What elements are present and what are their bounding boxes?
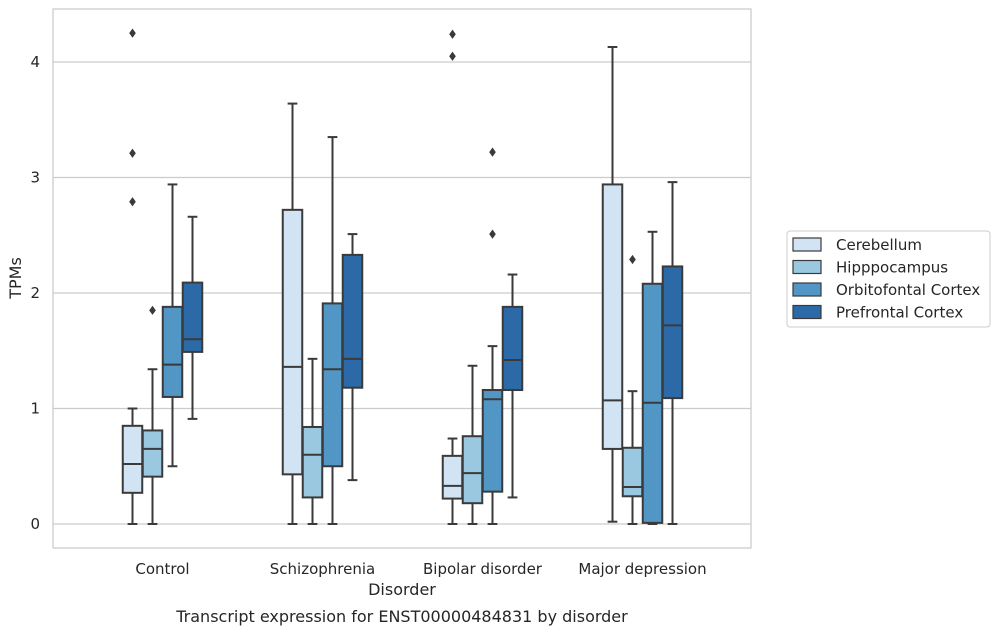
box-group: [301, 357, 324, 525]
box-group: [621, 254, 644, 525]
box-iqr: [601, 183, 624, 450]
x-tick-label: Major depression: [578, 560, 706, 578]
legend-label: Prefrontal Cortex: [836, 304, 963, 322]
x-axis-title: Disorder: [368, 580, 436, 599]
box-group: [281, 102, 304, 525]
box-iqr: [501, 305, 524, 392]
y-tick-label: 3: [30, 169, 40, 187]
outlier-point: [449, 51, 456, 61]
box-group: [661, 181, 684, 525]
box-group: [121, 28, 144, 525]
y-tick-labels: 0 1 2 3 4: [30, 53, 40, 533]
box-iqr: [441, 454, 464, 500]
legend-swatch: [792, 282, 822, 297]
y-tick-label: 4: [30, 53, 40, 71]
box-iqr: [161, 305, 184, 398]
boxes: [121, 28, 684, 525]
box-group: [341, 233, 364, 482]
legend-label: Orbitofontal Cortex: [836, 281, 980, 299]
y-tick-label: 1: [30, 400, 40, 418]
chart-caption: Transcript expression for ENST0000048483…: [175, 607, 628, 626]
x-tick-label: Control: [135, 560, 189, 578]
box-iqr: [141, 429, 164, 478]
box-iqr: [301, 425, 324, 499]
legend-label: Hipppocampus: [836, 259, 948, 277]
box-iqr: [661, 265, 684, 400]
box-group: [181, 215, 204, 420]
legend-swatch: [792, 304, 822, 320]
outlier-point: [129, 28, 136, 38]
outlier-point: [129, 148, 136, 158]
legend-label: Cerebellum: [836, 236, 922, 254]
box-group: [321, 136, 344, 525]
box-group: [461, 364, 484, 525]
box-iqr: [481, 389, 504, 493]
outlier-point: [129, 197, 136, 207]
box-iqr: [121, 424, 144, 494]
legend: Cerebellum Hipppocampus Orbitofontal Corte…: [786, 230, 991, 328]
box-group: [161, 183, 184, 468]
legend-swatch: [792, 259, 822, 275]
box-group: [501, 273, 524, 499]
x-tick-labels: Control Schizophrenia Bipolar disorder Majo…: [135, 560, 706, 578]
box-iqr: [461, 435, 484, 505]
plot-area-frame: [52, 8, 752, 549]
box-group: [641, 230, 664, 525]
y-tick-label: 2: [30, 284, 40, 302]
x-tick-label: Bipolar disorder: [423, 560, 543, 578]
box-group: [601, 45, 624, 523]
box-group: [141, 305, 164, 525]
legend-swatch: [792, 237, 822, 252]
outlier-point: [449, 29, 456, 39]
box-iqr: [181, 281, 204, 353]
box-iqr: [321, 302, 344, 468]
outlier-point: [489, 229, 496, 239]
y-axis-title: TPMs: [6, 257, 25, 300]
y-tick-label: 0: [30, 515, 40, 533]
x-tick-label: Schizophrenia: [270, 560, 375, 578]
outlier-point: [489, 147, 496, 157]
legend-frame: [786, 230, 991, 328]
box-iqr: [281, 208, 304, 476]
box-group: [441, 29, 464, 525]
box-iqr: [341, 253, 364, 389]
box-group: [481, 147, 504, 525]
box-iqr: [621, 446, 644, 498]
outlier-point: [149, 305, 156, 315]
outlier-point: [629, 254, 636, 265]
